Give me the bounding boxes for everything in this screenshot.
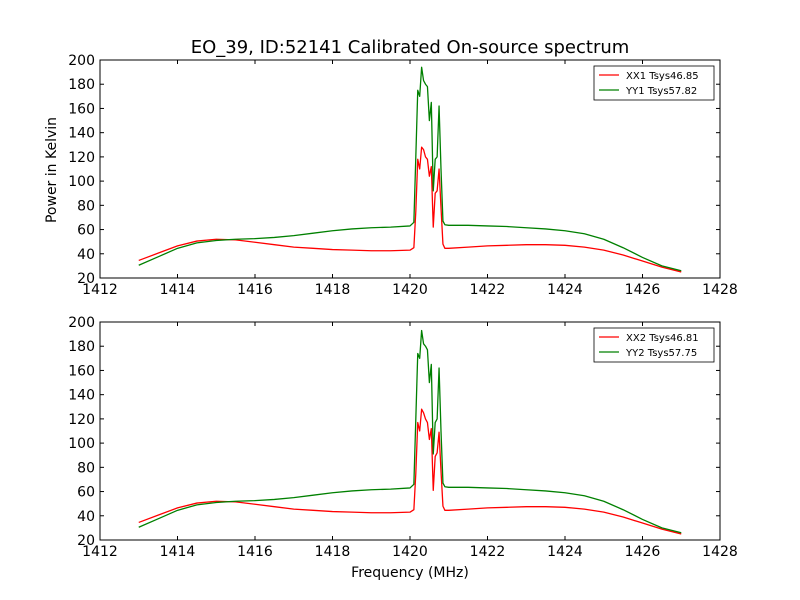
y-tick-label: 100	[68, 174, 95, 190]
x-tick-label: 1422	[470, 282, 506, 298]
x-tick-label: 1422	[470, 544, 506, 560]
x-tick-label: 1426	[625, 544, 661, 560]
y-tick-label: 160	[68, 363, 95, 379]
subplot-1: 1412 1414 1416 1418 1420 1422 1424 1426 1428 20 40…	[68, 53, 738, 298]
x-tick-label: 1428	[702, 282, 738, 298]
y-tick-label: 20	[77, 533, 95, 549]
y-tick-label: 40	[77, 247, 95, 263]
y-tick-label: 120	[68, 150, 95, 166]
legend-label: YY1 Tsys57.82	[625, 86, 697, 97]
legend-label: XX1 Tsys46.85	[626, 71, 699, 82]
y-tick-label: 100	[68, 436, 95, 452]
x-tick-label: 1412	[82, 544, 118, 560]
subplot-2: 1412 1414 1416 1418 1420 1422 1424 1426 1428 20 40…	[68, 315, 738, 560]
y-tick-label: 200	[68, 53, 95, 69]
subplot-container: 1412 1414 1416 1418 1420 1422 1424 1426 1428 20 40…	[68, 53, 738, 560]
x-tick-label: 1428	[702, 544, 738, 560]
x-tick-label: 1424	[547, 282, 583, 298]
y-tick-label: 140	[68, 388, 95, 404]
x-tick-label: 1416	[237, 282, 273, 298]
series-line-1	[138, 408, 682, 535]
legend-box	[593, 65, 715, 101]
x-tick-label: 1414	[160, 544, 196, 560]
series-line-2	[138, 66, 682, 272]
x-tick-label: 1426	[625, 282, 661, 298]
y-tick-label: 120	[68, 412, 95, 428]
y-tick-label: 180	[68, 339, 95, 355]
y-tick-label: 200	[68, 315, 95, 331]
legend-box	[593, 327, 715, 363]
y-tick-label: 80	[77, 198, 95, 214]
figure-title: EO_39, ID:52141 Calibrated On-source spe…	[191, 37, 630, 58]
y-tick-label: 80	[77, 460, 95, 476]
y-tick-label: 180	[68, 77, 95, 93]
series-line-2	[138, 329, 682, 534]
x-tick-label: 1424	[547, 544, 583, 560]
x-tick-label: 1412	[82, 282, 118, 298]
x-tick-label: 1420	[392, 282, 428, 298]
x-tick-label: 1420	[392, 544, 428, 560]
x-tick-label: 1414	[160, 282, 196, 298]
y-tick-label: 40	[77, 509, 95, 525]
x-axis-label: Frequency (MHz)	[351, 565, 469, 581]
legend: XX1 Tsys46.85 YY1 Tsys57.82	[593, 65, 715, 101]
series-line-1	[138, 146, 682, 273]
x-tick-label: 1418	[315, 282, 351, 298]
legend: XX2 Tsys46.81 YY2 Tsys57.75	[593, 327, 715, 363]
y-tick-label: 160	[68, 101, 95, 117]
y-tick-label: 60	[77, 223, 95, 239]
y-tick-label: 140	[68, 126, 95, 142]
x-tick-label: 1416	[237, 544, 273, 560]
y-tick-label: 60	[77, 485, 95, 501]
legend-label: YY2 Tsys57.75	[625, 348, 697, 359]
y-tick-label: 20	[77, 271, 95, 287]
x-tick-label: 1418	[315, 544, 351, 560]
y-axis-label: Power in Kelvin	[44, 117, 60, 223]
legend-label: XX2 Tsys46.81	[626, 333, 699, 344]
